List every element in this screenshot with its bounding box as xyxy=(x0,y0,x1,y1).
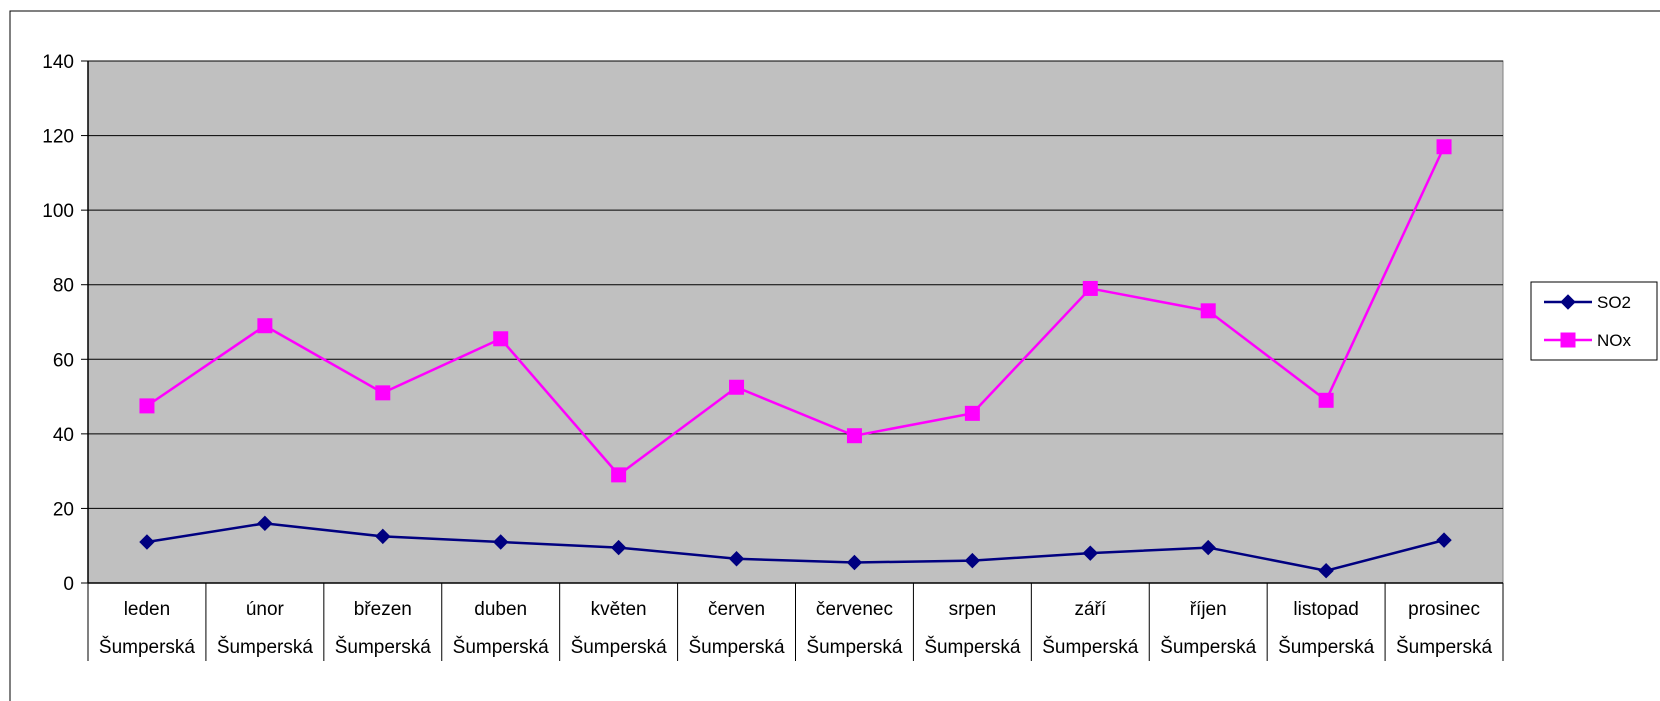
data-point-nox xyxy=(1318,392,1334,408)
x-category-label: srpen xyxy=(949,599,997,620)
x-category-sublabel: Šumperská xyxy=(1042,636,1139,658)
data-point-so2 xyxy=(257,515,273,532)
data-point-nox xyxy=(1082,280,1098,296)
series-nox xyxy=(139,139,1452,483)
x-category-label: leden xyxy=(124,599,171,620)
legend-box xyxy=(1530,281,1658,361)
x-category-label: červenec xyxy=(816,599,893,620)
x-category-sublabel: Šumperská xyxy=(335,636,432,658)
x-category-sublabel: Šumperská xyxy=(1396,636,1493,658)
data-point-nox xyxy=(611,467,627,483)
gridlines xyxy=(88,60,1503,509)
y-tick-label: 0 xyxy=(63,574,74,595)
series-line-nox xyxy=(146,146,1446,477)
x-category-label: únor xyxy=(246,599,285,620)
data-point-so2 xyxy=(610,539,627,556)
legend-label-so2: SO2 xyxy=(1597,293,1631,312)
x-category-label: červen xyxy=(708,599,765,620)
x-category-label: duben xyxy=(474,599,527,620)
x-category-label: listopad xyxy=(1293,599,1359,620)
x-category-sublabel: Šumperská xyxy=(453,636,550,658)
y-tick-label: 100 xyxy=(42,201,74,222)
data-point-nox xyxy=(964,405,980,421)
legend-label-nox: NOx xyxy=(1597,331,1632,350)
data-point-so2 xyxy=(1082,545,1098,561)
data-point-so2 xyxy=(964,552,981,569)
data-point-so2 xyxy=(1436,532,1452,548)
x-category-sublabel: Šumperská xyxy=(99,636,196,658)
x-category-sublabel: Šumperská xyxy=(806,636,903,658)
plot-area xyxy=(87,60,1504,584)
y-axis-ticks: 0 20 40 60 80 100 120 140 xyxy=(42,52,88,595)
x-category-label: září xyxy=(1074,599,1106,620)
series-line-so2 xyxy=(146,522,1445,572)
data-point-nox xyxy=(846,428,862,444)
data-point-so2 xyxy=(846,554,863,571)
data-point-so2 xyxy=(375,528,391,545)
data-point-so2 xyxy=(728,551,745,567)
data-point-so2 xyxy=(1318,562,1334,579)
x-category-label: prosinec xyxy=(1408,599,1480,620)
y-tick-label: 120 xyxy=(42,127,74,148)
x-category-label: květen xyxy=(591,599,647,620)
data-point-nox xyxy=(1436,139,1452,155)
x-category-sublabel: Šumperská xyxy=(688,636,785,658)
x-category-sublabel: Šumperská xyxy=(924,636,1021,658)
x-category-label: březen xyxy=(354,599,412,620)
series-so2 xyxy=(139,515,1452,579)
data-point-nox xyxy=(1200,303,1216,319)
legend-swatch-marker xyxy=(1560,294,1576,310)
y-tick-label: 80 xyxy=(53,276,74,297)
data-point-nox xyxy=(139,398,155,414)
x-category-sublabel: Šumperská xyxy=(571,636,668,658)
x-category-label: říjen xyxy=(1190,599,1227,620)
x-category-sublabel: Šumperská xyxy=(217,636,314,658)
y-tick-label: 20 xyxy=(53,499,74,520)
data-point-nox xyxy=(375,385,391,401)
legend-swatch-marker xyxy=(1560,332,1576,348)
legend: SO2 NOx xyxy=(1530,281,1658,361)
x-category-sublabel: Šumperská xyxy=(1278,636,1375,658)
series xyxy=(139,139,1452,579)
data-point-so2 xyxy=(139,534,155,550)
y-tick-label: 40 xyxy=(53,425,74,446)
x-category-sublabel: Šumperská xyxy=(1160,636,1257,658)
y-tick-label: 60 xyxy=(53,350,74,371)
data-point-nox xyxy=(257,318,273,334)
data-point-so2 xyxy=(493,534,509,550)
y-tick-label: 140 xyxy=(42,52,74,73)
data-point-so2 xyxy=(1200,539,1216,556)
data-point-nox xyxy=(729,379,745,395)
data-point-nox xyxy=(493,331,509,347)
x-axis-categories: leden Šumperská únor Šumperská březen Šumpers… xyxy=(87,583,1504,661)
